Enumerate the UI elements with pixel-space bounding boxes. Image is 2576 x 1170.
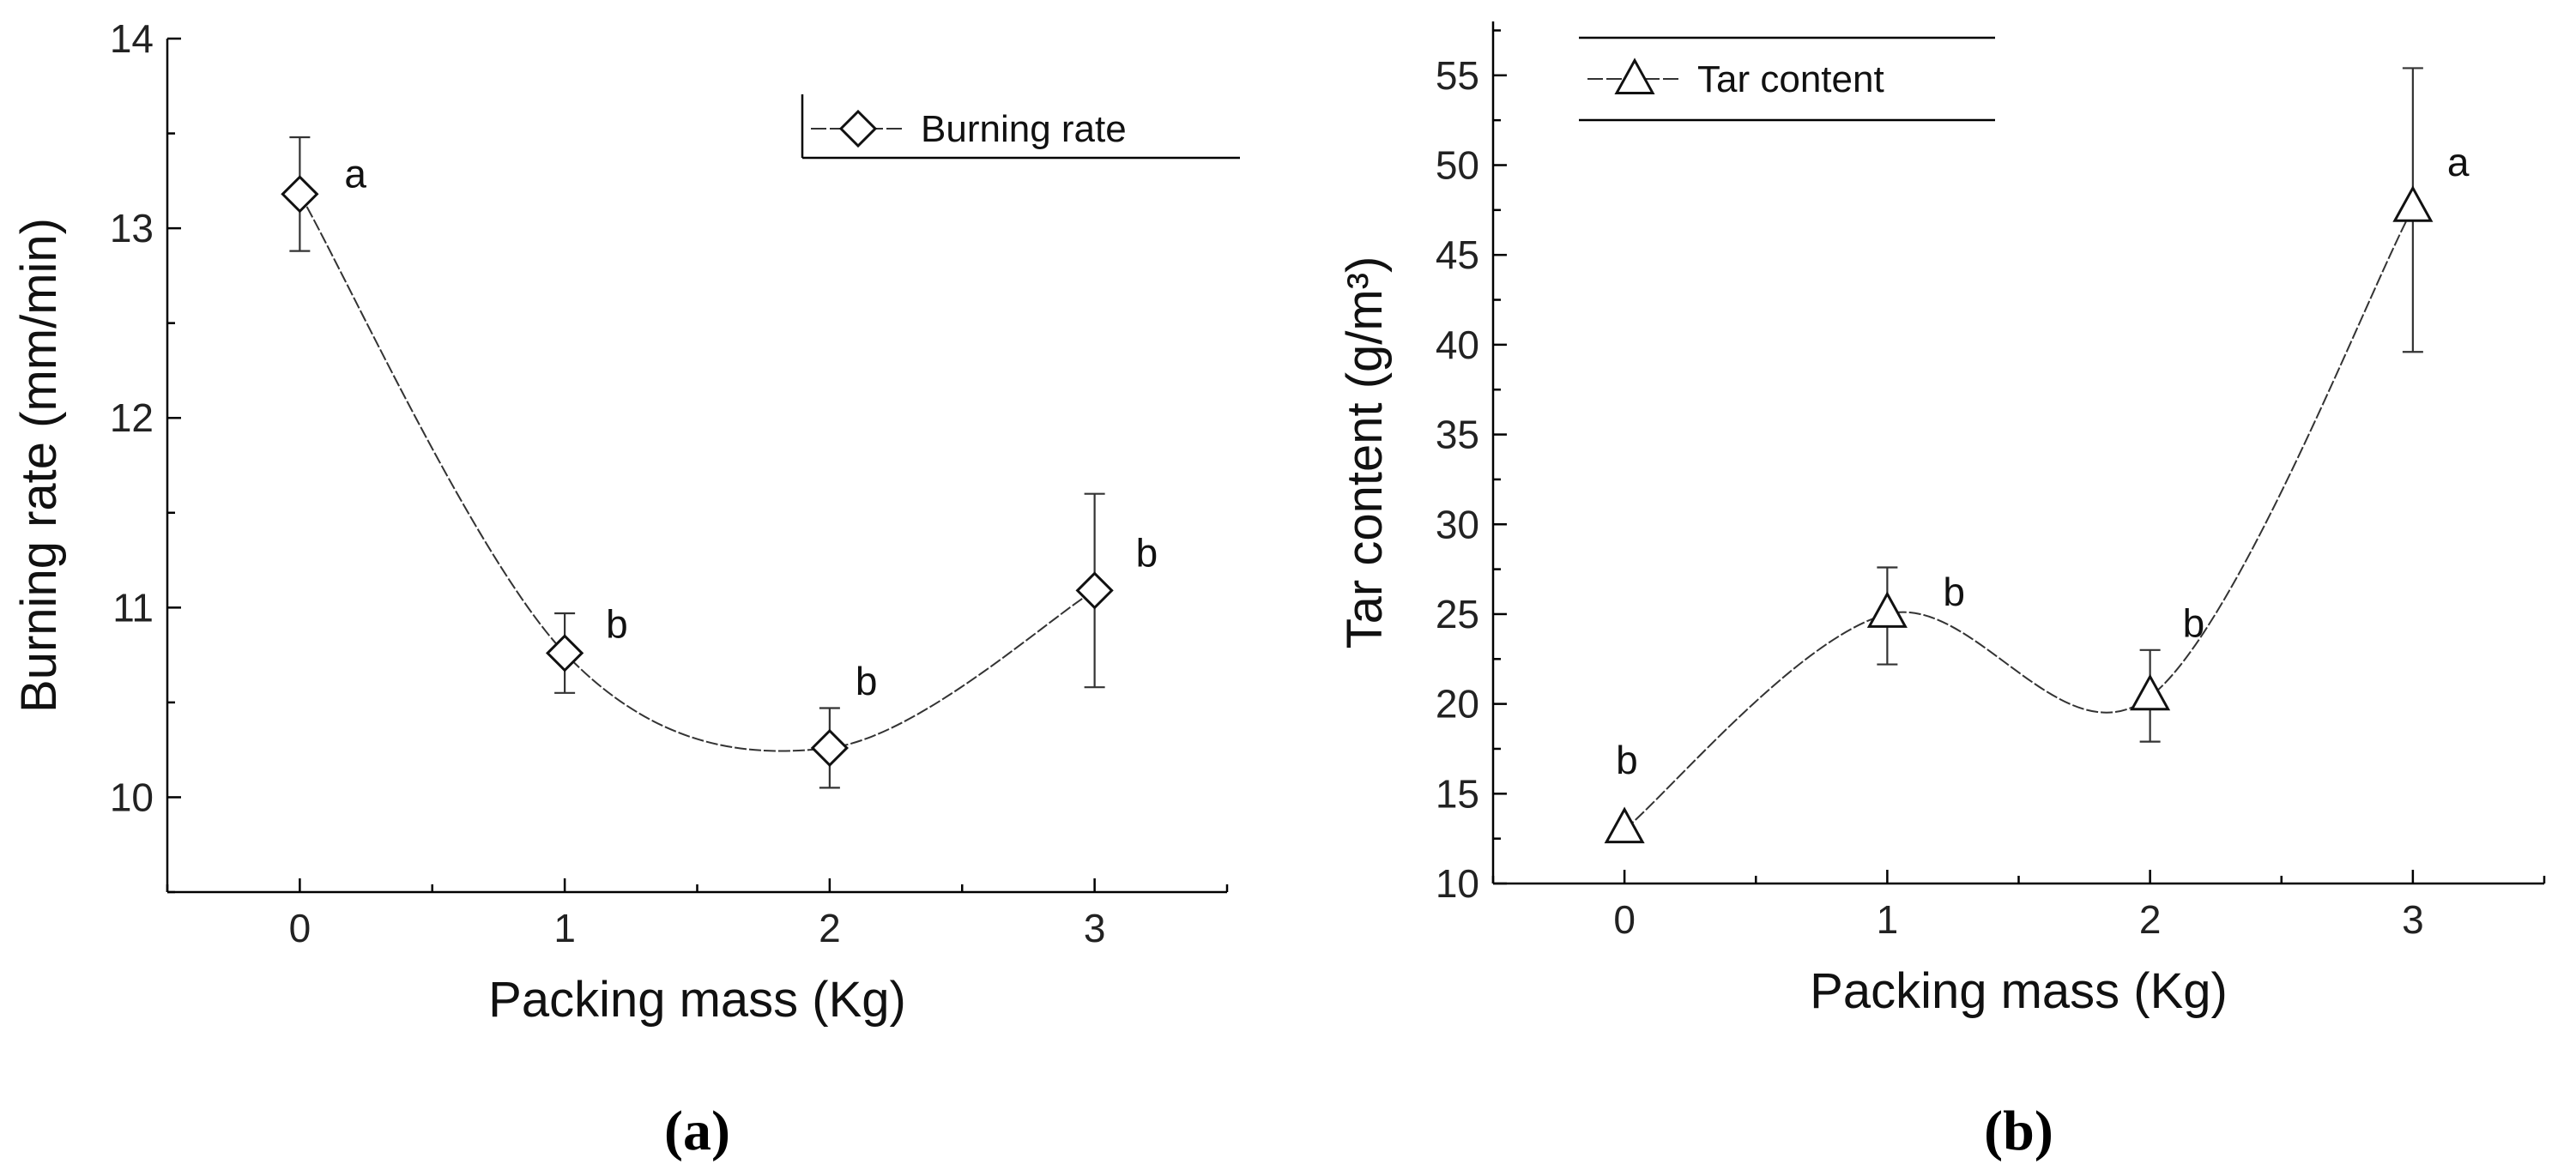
legend-marker <box>1614 57 1655 94</box>
y-tick-label: 11 <box>112 585 154 630</box>
x-tick-label: 1 <box>553 906 576 950</box>
legend-label: Tar content <box>1697 58 1884 100</box>
significance-letter: b <box>856 659 878 703</box>
y-tick-label: 35 <box>1436 413 1479 457</box>
legend-marker <box>838 109 878 148</box>
data-point <box>1075 571 1114 610</box>
significance-letter: b <box>1616 738 1638 782</box>
x-tick-label: 2 <box>2139 897 2162 942</box>
y-tick-label: 10 <box>110 775 154 819</box>
y-tick-label: 13 <box>110 206 154 250</box>
y-tick-label: 50 <box>1436 143 1479 188</box>
data-point <box>281 175 319 214</box>
series-curve <box>1624 208 2414 830</box>
x-axis-title: Packing mass (Kg) <box>1810 963 2228 1019</box>
y-tick-label: 30 <box>1436 502 1479 546</box>
panel-label: (b) <box>1984 1100 2053 1162</box>
y-tick-label: 10 <box>1436 861 1479 906</box>
y-axis-title: Burning rate (mm/min) <box>11 218 67 713</box>
x-tick-label: 3 <box>1084 906 1106 950</box>
x-tick-label: 3 <box>2402 897 2424 942</box>
y-tick-label: 45 <box>1436 232 1479 277</box>
y-tick-label: 14 <box>110 16 154 61</box>
significance-letter: b <box>606 601 628 646</box>
y-tick-label: 12 <box>110 395 154 440</box>
chart-panel-b: 10 15 20 25 30 35 40 45 50 55 0 1 2 3 Packing mass (Kg… <box>1337 21 2546 1162</box>
x-tick-label: 2 <box>819 906 841 950</box>
panel-label: (a) <box>664 1100 730 1162</box>
data-point <box>810 728 849 768</box>
series-curve <box>299 193 1096 752</box>
data-point <box>546 634 584 672</box>
legend-label: Burning rate <box>921 108 1127 150</box>
data-point <box>1866 591 1908 628</box>
significance-letter: b <box>1943 570 1965 614</box>
y-tick-label: 20 <box>1436 682 1479 727</box>
x-tick-label: 0 <box>1613 897 1636 942</box>
significance-letter: a <box>344 151 366 196</box>
data-point <box>2130 673 2171 711</box>
x-axis-title: Packing mass (Kg) <box>488 972 906 1028</box>
data-point <box>2392 185 2434 222</box>
significance-letter: b <box>1136 530 1158 575</box>
y-tick-label: 15 <box>1436 771 1479 816</box>
significance-letter: a <box>2447 140 2470 184</box>
y-tick-label: 40 <box>1436 323 1479 367</box>
data-point <box>1604 806 1645 844</box>
significance-letter: b <box>2183 600 2205 645</box>
x-tick-label: 0 <box>289 906 311 950</box>
x-tick-label: 1 <box>1877 897 1899 942</box>
y-tick-label: 25 <box>1436 592 1479 636</box>
y-axis-title: Tar content (g/m³) <box>1337 256 1393 649</box>
y-tick-label: 55 <box>1436 53 1479 98</box>
